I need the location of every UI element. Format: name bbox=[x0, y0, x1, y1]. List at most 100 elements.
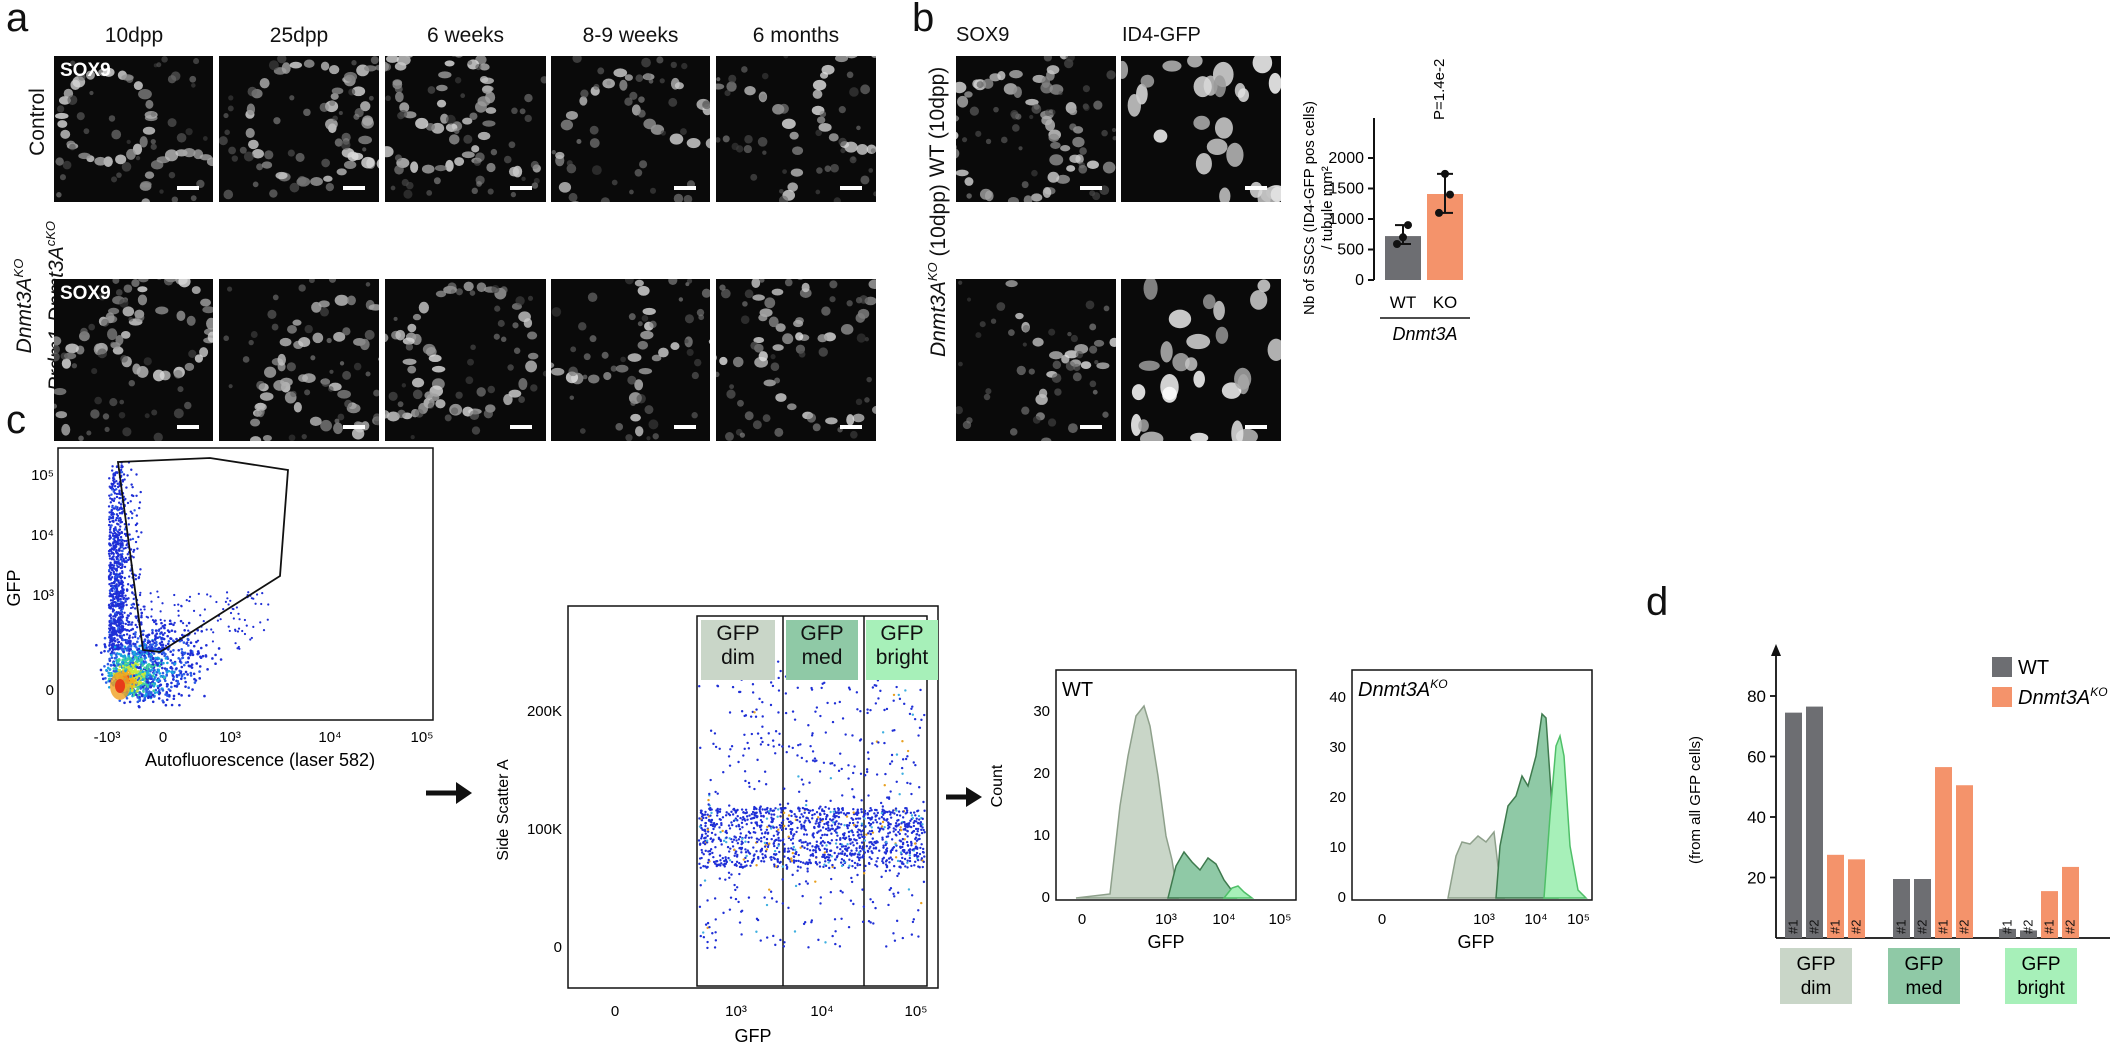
bar-gfp-med-wt-2 bbox=[1914, 879, 1931, 938]
data-point bbox=[1446, 190, 1454, 199]
group-label-med-1: GFP bbox=[1904, 954, 1943, 975]
hist-ko-ytick-30: 30 bbox=[1329, 739, 1346, 756]
hist-ko-xtick-0: 0 bbox=[1378, 911, 1386, 928]
scale-bar bbox=[840, 186, 862, 190]
hist-ko-ytick-10: 10 bbox=[1329, 839, 1346, 856]
data-point bbox=[1404, 221, 1412, 230]
panel-b-label: b bbox=[912, 0, 935, 40]
stain-tag-sox9: SOX9 bbox=[60, 60, 111, 81]
scale-bar bbox=[674, 425, 696, 429]
micrograph-a-r1-c4 bbox=[551, 56, 710, 202]
bar-chart-ytick-1500: 1500 bbox=[1328, 181, 1364, 198]
scale-bar bbox=[343, 186, 365, 190]
data-point bbox=[1441, 169, 1449, 178]
hist-wt-xtick-1e5: 10⁵ bbox=[1269, 911, 1292, 928]
group-label-bright-2: bright bbox=[2017, 978, 2065, 999]
scale-bar bbox=[840, 425, 862, 429]
replicate-label: #1 bbox=[2000, 920, 2015, 934]
row-label-ko-10dpp: Dnmt3AKO (10dpp) bbox=[925, 184, 950, 357]
group-label-bright-1: GFP bbox=[2021, 954, 2060, 975]
bar-gfp-dim-wt-1 bbox=[1785, 712, 1802, 938]
d-ytick-40: 40 bbox=[1747, 808, 1766, 827]
scatter2-ytick-200k: 200K bbox=[527, 703, 562, 720]
replicate-label: #1 bbox=[1786, 920, 1801, 934]
micrograph-b-r1-c1-texture bbox=[956, 56, 1116, 202]
micrograph-b-r1-c1 bbox=[956, 56, 1116, 202]
scatter1-xtick-1e5: 10⁵ bbox=[411, 729, 434, 746]
bar-label-wt: WT bbox=[1390, 293, 1416, 312]
hist-ko-xlabel: GFP bbox=[1457, 932, 1494, 952]
scale-bar bbox=[177, 425, 199, 429]
micrograph-a-r2-c5-texture bbox=[716, 279, 876, 441]
micrograph-b-r1-c2-texture bbox=[1121, 56, 1281, 202]
col-header-id4-gfp: ID4-GFP bbox=[1122, 24, 1201, 46]
d-ylabel-2: (from all GFP cells) bbox=[1687, 736, 1704, 864]
micrograph-a-r2-c5 bbox=[716, 279, 876, 441]
micrograph-a-r1-c2-texture bbox=[219, 56, 379, 200]
scatter1-ytick-1e3: 10³ bbox=[32, 587, 54, 604]
histogram-wt: WT 30 20 10 0 0 10³ 10⁴ 10⁵ GFP Count bbox=[989, 669, 1297, 952]
gate-label-bright: GFP bright bbox=[866, 620, 938, 680]
scale-bar bbox=[1245, 425, 1267, 429]
scale-bar bbox=[177, 186, 199, 190]
micrograph-a-r2-c1: SOX9 bbox=[54, 279, 213, 441]
hist-wt-xtick-0: 0 bbox=[1078, 911, 1086, 928]
gfp-population-bar-chart: WT Dnmt3AKO Cell % (from all GFP cells) … bbox=[1680, 644, 2110, 1004]
legend-ko: Dnmt3AKO bbox=[2018, 685, 2108, 709]
scale-bar bbox=[510, 425, 532, 429]
bar-chart-ytick-0: 0 bbox=[1355, 272, 1364, 289]
bar-gfp-bright-ko-1 bbox=[2041, 891, 2058, 938]
micrograph-a-r2-c2-texture bbox=[223, 279, 379, 441]
col-header-8-9weeks: 8-9 weeks bbox=[582, 24, 679, 47]
hist-ko-ytick-20: 20 bbox=[1329, 789, 1346, 806]
scatter1-ytick-1e4: 10⁴ bbox=[31, 527, 54, 544]
hist-wt-ytick-0: 0 bbox=[1042, 889, 1050, 906]
replicate-label: #2 bbox=[1915, 920, 1930, 934]
micrograph-a-r2-c2 bbox=[219, 279, 379, 441]
d-ytick-80: 80 bbox=[1747, 687, 1766, 706]
ssc-bar-chart: Nb of SSCs (ID4-GFP pos cells) / tubule … bbox=[1301, 59, 1470, 344]
hist-wt-xlabel: GFP bbox=[1147, 932, 1184, 952]
scatter1-xtick-neg1e3: -10³ bbox=[94, 729, 121, 746]
d-ytick-20: 20 bbox=[1747, 869, 1766, 888]
hist-wt-dim-peak bbox=[1075, 704, 1179, 899]
pvalue-label: P=1.4e-2 bbox=[1431, 59, 1448, 120]
micrograph-a-r1-c4-texture bbox=[551, 56, 710, 202]
scale-bar bbox=[674, 186, 696, 190]
scatter1-xtick-1e3: 10³ bbox=[219, 729, 241, 746]
scatter2-xtick-0: 0 bbox=[611, 1003, 619, 1020]
micrograph-a-r1-c2 bbox=[219, 56, 379, 202]
micrograph-a-r1-c3 bbox=[385, 56, 546, 202]
replicate-label: #2 bbox=[2063, 920, 2078, 934]
scatter2-xtick-1e3: 10³ bbox=[725, 1003, 747, 1020]
panel-a-label: a bbox=[6, 0, 29, 40]
histogram-ko: Dnmt3AKO 40 30 20 10 0 0 10³ 10⁴ 10⁵ GFP bbox=[1329, 669, 1593, 952]
hist-wt-ylabel: Count bbox=[989, 764, 1006, 807]
hist-ko-ytick-40: 40 bbox=[1329, 689, 1346, 706]
autofluorescence-scatter-plot: 10⁵ 10⁴ 10³ 0 -10³ 0 10³ 10⁴ 10⁵ Autoflu… bbox=[4, 447, 434, 770]
micrograph-a-r2-c3 bbox=[385, 279, 546, 441]
scale-bar bbox=[1080, 425, 1102, 429]
replicate-label: #1 bbox=[2042, 920, 2057, 934]
data-point bbox=[1435, 208, 1443, 217]
replicate-label: #1 bbox=[1936, 920, 1951, 934]
bar-gfp-bright-wt-2 bbox=[2020, 930, 2037, 938]
micrograph-a-r2-c3-texture bbox=[385, 281, 546, 440]
col-header-10dpp: 10dpp bbox=[104, 24, 164, 47]
scatter2-xlabel: GFP bbox=[734, 1026, 771, 1046]
scale-bar bbox=[1080, 186, 1102, 190]
arrow-right-icon bbox=[946, 787, 982, 807]
micrograph-b-r2-c2-texture bbox=[1131, 279, 1281, 441]
stain-tag-sox9: SOX9 bbox=[60, 283, 111, 304]
scatter1-xlabel: Autofluorescence (laser 582) bbox=[145, 750, 375, 770]
scale-bar bbox=[1245, 186, 1267, 190]
micrograph-b-r1-c2 bbox=[1121, 56, 1281, 202]
scatter2-ytick-100k: 100K bbox=[527, 821, 562, 838]
hist-wt-ytick-20: 20 bbox=[1033, 765, 1050, 782]
micrograph-a-r1-c3-texture bbox=[385, 56, 546, 199]
hist-ko-xtick-1e4: 10⁴ bbox=[1524, 911, 1547, 928]
bar-chart-ylabel-1: Nb of SSCs (ID4-GFP pos cells) bbox=[1301, 101, 1318, 315]
scatter1-ytick-1e5: 10⁵ bbox=[31, 467, 54, 484]
replicate-label: #2 bbox=[1957, 920, 1972, 934]
bar-label-ko: KO bbox=[1433, 293, 1458, 312]
